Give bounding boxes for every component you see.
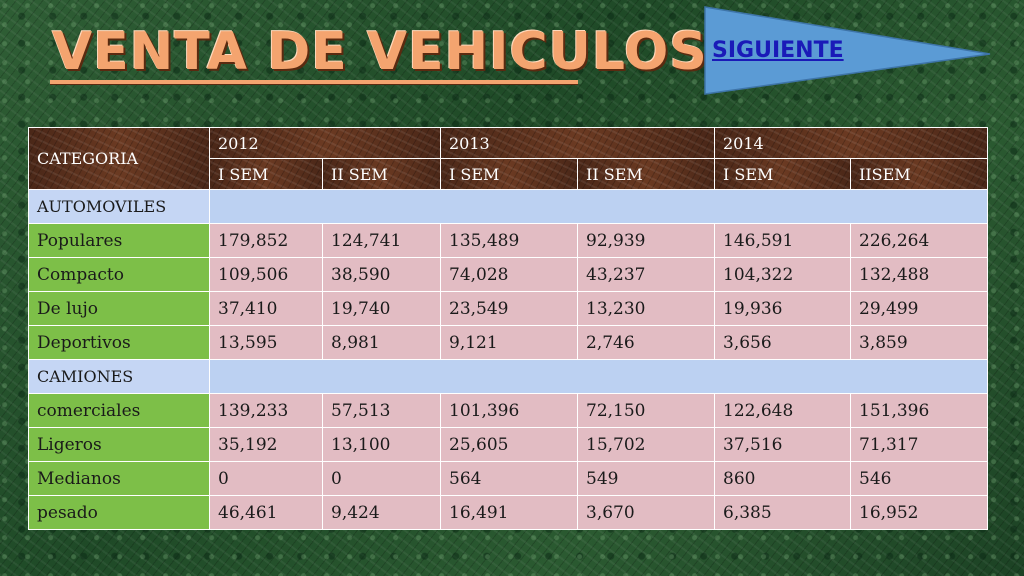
year-header: 2012 [209,127,441,159]
value-cell: 132,488 [850,257,988,292]
value-cell: 139,233 [209,393,323,428]
row-label: De lujo [28,291,210,326]
value-cell: 3,670 [577,495,715,530]
value-cell: 43,237 [577,257,715,292]
header-row-semesters: I SEM II SEM I SEM II SEM I SEM IISEM [29,158,988,190]
semester-header: I SEM [714,158,851,190]
value-cell: 226,264 [850,223,988,258]
semester-header: II SEM [577,158,715,190]
value-cell: 109,506 [209,257,323,292]
value-cell: 146,591 [714,223,851,258]
value-cell: 74,028 [440,257,578,292]
value-cell: 3,656 [714,325,851,360]
semester-header: I SEM [440,158,578,190]
value-cell: 13,100 [322,427,441,462]
year-header: 2013 [440,127,715,159]
value-cell: 29,499 [850,291,988,326]
value-cell: 860 [714,461,851,496]
table-row: pesado 46,461 9,424 16,491 3,670 6,385 16,952 [28,495,988,530]
semester-header: I SEM [209,158,323,190]
table-row: De lujo 37,410 19,740 23,549 13,230 19,936 29,… [28,291,988,326]
value-cell: 13,595 [209,325,323,360]
value-cell: 9,121 [440,325,578,360]
value-cell: 104,322 [714,257,851,292]
semester-header: IISEM [850,158,988,190]
value-cell: 0 [322,461,441,496]
value-cell: 23,549 [440,291,578,326]
row-label: Ligeros [28,427,210,462]
value-cell: 13,230 [577,291,715,326]
value-cell: 564 [440,461,578,496]
table-row: Ligeros 35,192 13,100 25,605 15,702 37,516 71,… [28,427,988,462]
row-label: pesado [28,495,210,530]
row-label: Populares [28,223,210,258]
value-cell: 9,424 [322,495,441,530]
value-cell: 8,981 [322,325,441,360]
year-header: 2014 [714,127,988,159]
value-cell: 135,489 [440,223,578,258]
value-cell: 19,740 [322,291,441,326]
section-row: AUTOMOVILES [28,189,988,224]
value-cell: 57,513 [322,393,441,428]
value-cell: 92,939 [577,223,715,258]
table-row: Compacto 109,506 38,590 74,028 43,237 104,322… [28,257,988,292]
value-cell: 15,702 [577,427,715,462]
value-cell: 101,396 [440,393,578,428]
table-row: Medianos 0 0 564 549 860 546 [28,461,988,496]
value-cell: 16,952 [850,495,988,530]
row-label: comerciales [28,393,210,428]
value-cell: 46,461 [209,495,323,530]
value-cell: 179,852 [209,223,323,258]
section-row: CAMIONES [28,359,988,394]
table-row: Populares 179,852 124,741 135,489 92,939 146,… [28,223,988,258]
value-cell: 37,516 [714,427,851,462]
value-cell: 122,648 [714,393,851,428]
value-cell: 71,317 [850,427,988,462]
value-cell: 0 [209,461,323,496]
value-cell: 35,192 [209,427,323,462]
row-label: Medianos [28,461,210,496]
row-label: Compacto [28,257,210,292]
semester-header: II SEM [322,158,441,190]
header-row-years: CATEGORIA 2012 2013 2014 [28,127,988,190]
value-cell: 2,746 [577,325,715,360]
value-cell: 124,741 [322,223,441,258]
pennant-shape [704,6,991,95]
value-cell: 16,491 [440,495,578,530]
value-cell: 151,396 [850,393,988,428]
value-cell: 37,410 [209,291,323,326]
section-fill [209,359,988,394]
next-link[interactable]: SIGUIENTE [712,38,844,63]
next-pennant-button[interactable]: SIGUIENTE [704,6,994,96]
row-label: Deportivos [28,325,210,360]
value-cell: 3,859 [850,325,988,360]
category-header: CATEGORIA [28,127,210,190]
value-cell: 38,590 [322,257,441,292]
title-underline [50,80,578,84]
table-row: Deportivos 13,595 8,981 9,121 2,746 3,656 3,85… [28,325,988,360]
value-cell: 19,936 [714,291,851,326]
value-cell: 25,605 [440,427,578,462]
value-cell: 72,150 [577,393,715,428]
section-fill [209,189,988,224]
page-title: VENTA DE VEHICULOS [52,22,708,82]
value-cell: 6,385 [714,495,851,530]
value-cell: 549 [577,461,715,496]
sales-table: CATEGORIA 2012 2013 2014 I SEM II SEM I … [28,127,988,530]
value-cell: 546 [850,461,988,496]
section-label: CAMIONES [28,359,210,394]
section-label: AUTOMOVILES [28,189,210,224]
table-row: comerciales 139,233 57,513 101,396 72,150 122… [28,393,988,428]
